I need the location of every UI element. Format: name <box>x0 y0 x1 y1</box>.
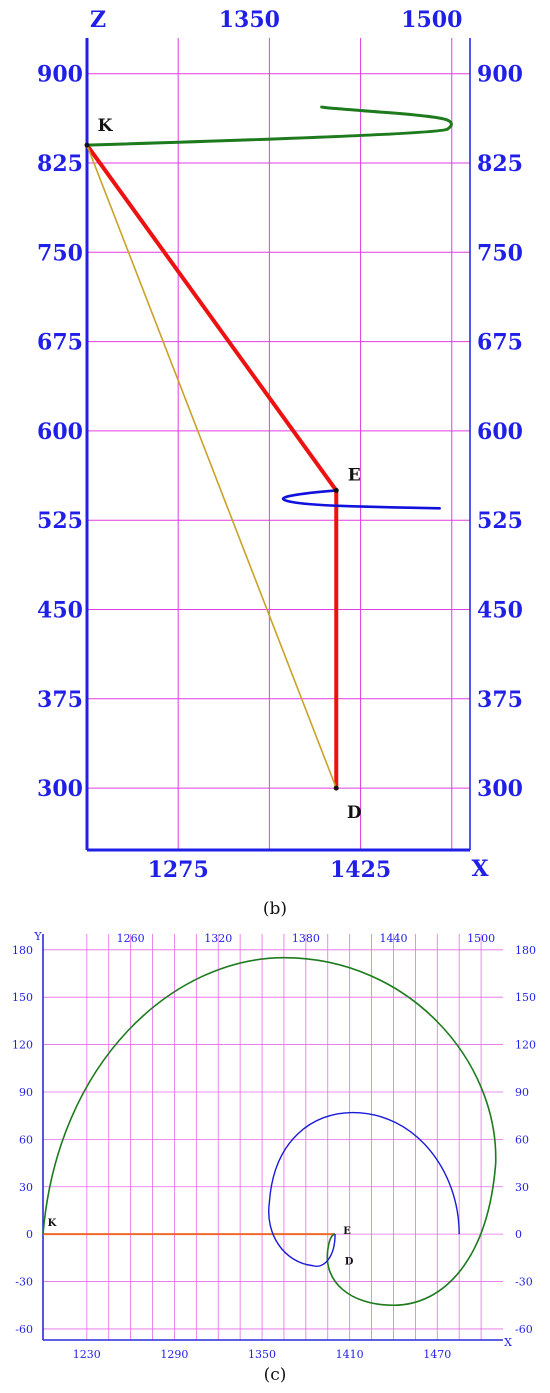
panel-b-right-tick-label: 900 <box>477 62 523 88</box>
panel-b-point-labels: K E D <box>84 116 362 823</box>
panel-c-label-K: K <box>48 1218 57 1229</box>
panel-c-series-green <box>42 956 497 1307</box>
panel-c-bottom-tick-label: 1350 <box>248 1348 276 1361</box>
panel-c-label-E: E <box>343 1226 351 1237</box>
panel-c-label-D: D <box>345 1256 354 1267</box>
panel-c-grid <box>43 934 503 1340</box>
panel-b-series-blue <box>281 489 441 510</box>
panel-c-top-tick-label: 1320 <box>204 932 232 945</box>
panel-b-point-D <box>333 785 339 791</box>
panel-b-point-E <box>333 487 339 493</box>
panel-c-right-tick-label: 0 <box>515 1228 522 1241</box>
panel-b-right-tick-label: 300 <box>477 776 523 802</box>
panel-b-left-tick-label: 900 <box>37 62 83 88</box>
panel-c-left-tick-label: 60 <box>19 1133 33 1146</box>
panel-b-label-K: K <box>98 116 114 136</box>
panel-b-series-green <box>85 105 453 147</box>
panel-b: 1350 1500 1275 1425 900 825 750 675 600 525 450 375… <box>37 7 523 919</box>
panel-c-left-tick-label: 90 <box>19 1086 33 1099</box>
panel-c-bottom-tick-label: 1290 <box>160 1348 188 1361</box>
panel-b-right-tick-label: 600 <box>477 419 523 445</box>
panel-b-point-K <box>84 142 90 148</box>
panel-c-right-tick-label: 180 <box>515 944 536 957</box>
panel-b-left-tick-label: 375 <box>37 687 83 713</box>
panel-b-right-tick-label: 750 <box>477 240 523 266</box>
panel-c-caption: (c) <box>264 1365 287 1385</box>
panel-b-bottom-tick-label: 1425 <box>330 857 391 883</box>
panel-b-series-gold <box>86 144 338 789</box>
panel-c-top-tick-label: 1500 <box>467 932 495 945</box>
panel-b-axes <box>85 38 471 852</box>
panel-c-series <box>42 956 497 1307</box>
panel-b-right-tick-label: 525 <box>477 508 523 534</box>
panel-b-top-tick-label: 1500 <box>401 7 462 33</box>
panel-c-right-tick-label: 60 <box>515 1133 529 1146</box>
panel-b-left-tick-label: 750 <box>37 240 83 266</box>
panel-c-right-tick-label: 120 <box>515 1039 536 1052</box>
panel-c-left-tick-label: 180 <box>12 944 33 957</box>
panel-b-horizontal-axis-title: X <box>471 856 489 882</box>
panel-b-label-E: E <box>348 465 361 485</box>
panel-c-bottom-tick-label: 1470 <box>423 1348 451 1361</box>
panel-b-right-tick-label: 825 <box>477 151 523 177</box>
panel-c-right-tick-label: 30 <box>515 1181 529 1194</box>
panel-b-left-tick-label: 525 <box>37 508 83 534</box>
panel-b-bottom-tick-label: 1275 <box>148 857 209 883</box>
panel-b-right-tick-label: 675 <box>477 330 523 356</box>
panel-b-top-tick-label: 1350 <box>219 7 280 33</box>
panel-c-right-tick-label: -60 <box>515 1323 533 1336</box>
panel-c-point-labels: K E D <box>48 1218 354 1267</box>
panel-c-top-tick-label: 1440 <box>379 932 407 945</box>
panel-b-left-tick-label: 300 <box>37 776 83 802</box>
panel-c-left-tick-label: -30 <box>15 1276 33 1289</box>
panel-b-left-tick-label: 825 <box>37 151 83 177</box>
panel-c-axes <box>42 934 503 1341</box>
panel-b-label-D: D <box>347 803 362 823</box>
panel-b-right-tick-label: 375 <box>477 687 523 713</box>
panel-c-right-tick-label: 150 <box>515 991 536 1004</box>
panel-b-vertical-axis-title: Z <box>90 7 106 33</box>
panel-c-vertical-axis-title: Y <box>33 930 42 943</box>
panel-b-left-tick-label: 600 <box>37 419 83 445</box>
panel-b-right-tick-label: 450 <box>477 597 523 623</box>
panel-c-bottom-tick-label: 1230 <box>73 1348 101 1361</box>
panel-c-left-tick-label: 30 <box>19 1181 33 1194</box>
panel-c-series-blue <box>268 1111 460 1267</box>
panel-b-caption: (b) <box>263 899 287 919</box>
panel-c-right-tick-label: 90 <box>515 1086 529 1099</box>
panel-c-top-tick-label: 1380 <box>292 932 320 945</box>
panel-c-left-tick-label: 0 <box>26 1228 33 1241</box>
panel-b-left-tick-label: 450 <box>37 597 83 623</box>
panel-c-left-tick-label: 120 <box>12 1039 33 1052</box>
panel-c-horizontal-axis-title: X <box>504 1336 512 1349</box>
panel-c-left-tick-label: -60 <box>15 1323 33 1336</box>
panel-b-left-tick-label: 675 <box>37 330 83 356</box>
panel-b-grid <box>87 38 470 850</box>
panel-c-right-tick-label: -30 <box>515 1276 533 1289</box>
panel-c-top-tick-label: 1260 <box>117 932 145 945</box>
panel-c-left-tick-label: 150 <box>12 991 33 1004</box>
panel-c-bottom-tick-label: 1410 <box>336 1348 364 1361</box>
panel-b-tick-labels: 1350 1500 1275 1425 900 825 750 675 600 525 450 375… <box>37 7 523 883</box>
